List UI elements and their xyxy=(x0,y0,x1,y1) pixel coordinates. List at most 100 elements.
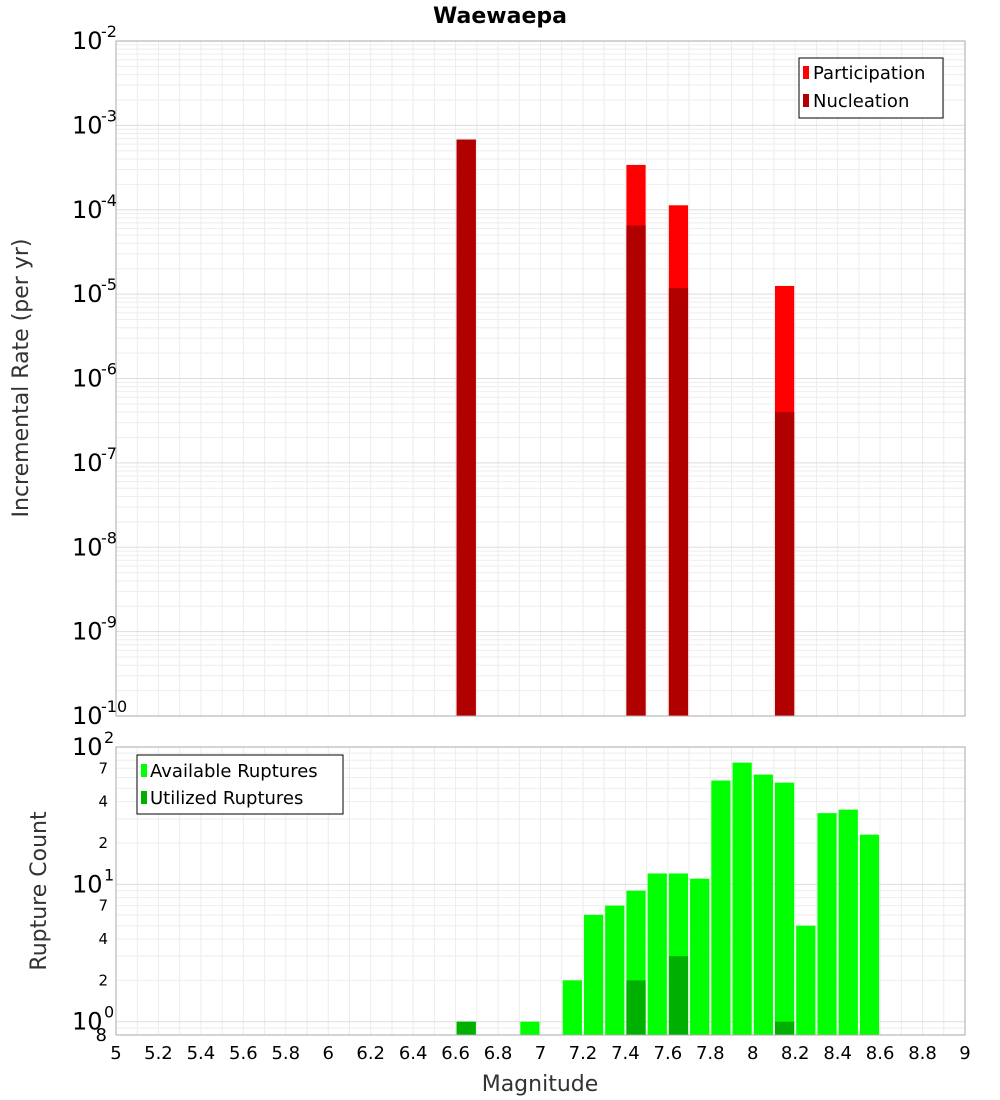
bar-available-ruptures-2 xyxy=(562,980,582,1035)
bar-utilized-ruptures-2 xyxy=(668,956,689,1035)
bar-utilized-ruptures-1 xyxy=(626,980,646,1035)
bar-utilized-ruptures-0 xyxy=(456,1021,476,1035)
bottom-y-axis-label: Rupture Count xyxy=(27,811,52,971)
top-grid xyxy=(115,40,966,717)
bottom-y-tick-exponent-0: 0 xyxy=(104,1003,114,1022)
x-tick-label-0: 5 xyxy=(110,1043,121,1064)
bottom-y-tick-label-1: 10 xyxy=(72,870,103,898)
bar-available-ruptures-1 xyxy=(520,1021,540,1035)
top-bars xyxy=(456,139,795,717)
bottom-plot-frame xyxy=(115,746,966,1036)
bottom-y-minor-label-5: 7 xyxy=(98,759,108,777)
bar-available-ruptures-13 xyxy=(796,925,816,1035)
bottom-y-tick-exponent-1: 1 xyxy=(104,865,114,884)
bottom-y-tick-exponent-2: 2 xyxy=(104,728,114,747)
bar-available-ruptures-12 xyxy=(774,782,795,1035)
bottom-y-minor-label-1: 4 xyxy=(98,930,108,948)
bottom-y-tick-label-0: 10 xyxy=(72,1008,103,1036)
top-plot-frame xyxy=(115,40,966,717)
legend-label-participation: Participation xyxy=(813,63,925,84)
top-y-tick-exponent-0: -10 xyxy=(101,697,127,716)
x-tick-label-16: 8.2 xyxy=(781,1043,810,1064)
legend-swatch-utilized-ruptures xyxy=(141,791,147,804)
x-tick-label-12: 7.4 xyxy=(611,1043,640,1064)
bar-available-ruptures-14 xyxy=(817,813,837,1035)
x-tick-label-11: 7.2 xyxy=(569,1043,598,1064)
bottom-y-minor-label-3: 2 xyxy=(98,834,108,852)
legend-label-utilized-ruptures: Utilized Ruptures xyxy=(150,788,303,809)
bottom-y-low-label: 8 xyxy=(96,1025,107,1046)
x-tick-label-18: 8.6 xyxy=(866,1043,895,1064)
x-tick-label-2: 5.4 xyxy=(187,1043,216,1064)
legend-label-nucleation: Nucleation xyxy=(813,91,909,112)
bar-available-ruptures-15 xyxy=(838,809,858,1035)
top-legend: Participation Nucleation xyxy=(798,57,944,119)
x-tick-label-5: 6 xyxy=(323,1043,334,1064)
bottom-y-tick-label-2: 10 xyxy=(72,733,103,761)
bar-available-ruptures-8 xyxy=(690,878,710,1035)
bar-available-ruptures-10 xyxy=(732,762,752,1035)
x-tick-label-19: 8.8 xyxy=(908,1043,937,1064)
x-tick-label-17: 8.4 xyxy=(823,1043,852,1064)
bar-nucleation-3 xyxy=(774,412,795,716)
x-tick-label-7: 6.4 xyxy=(399,1043,428,1064)
top-y-tick-exponent-5: -5 xyxy=(101,275,117,294)
top-y-tick-label-1: 10 xyxy=(72,618,103,646)
top-y-tick-exponent-2: -8 xyxy=(101,528,117,547)
x-tick-label-9: 6.8 xyxy=(484,1043,513,1064)
top-y-tick-exponent-7: -3 xyxy=(101,106,117,125)
x-tick-label-8: 6.6 xyxy=(441,1043,470,1064)
top-y-tick-label-8: 10 xyxy=(72,27,103,55)
bottom-legend-box xyxy=(136,754,344,815)
legend-label-available-ruptures: Available Ruptures xyxy=(150,761,318,782)
top-y-tick-label-6: 10 xyxy=(72,196,103,224)
bottom-y-minor-label-0: 2 xyxy=(98,971,108,989)
bottom-bars xyxy=(456,762,880,1035)
x-tick-label-3: 5.6 xyxy=(229,1043,258,1064)
x-tick-label-14: 7.8 xyxy=(696,1043,725,1064)
top-y-tick-exponent-1: -9 xyxy=(101,613,117,632)
x-ticks: 5 5.2 5.4 5.6 5.8 6 6.2 6.4 6.6 6.8 7 7.2 7.4 7.6 7.8 8… xyxy=(110,1043,970,1064)
top-legend-box xyxy=(798,57,944,119)
top-y-tick-label-7: 10 xyxy=(72,111,103,139)
chart-title: Waewaepa xyxy=(433,4,567,29)
bottom-legend: Available Ruptures Utilized Ruptures xyxy=(136,754,344,815)
top-y-tick-exponent-3: -7 xyxy=(101,444,117,463)
bar-available-ruptures-11 xyxy=(753,774,773,1035)
top-y-tick-label-4: 10 xyxy=(72,365,103,393)
bar-nucleation-2 xyxy=(668,288,689,716)
top-y-tick-exponent-4: -6 xyxy=(101,360,117,379)
bar-available-ruptures-16 xyxy=(859,834,880,1035)
bottom-y-minor-label-2: 7 xyxy=(98,897,108,915)
x-tick-label-4: 5.8 xyxy=(271,1043,300,1064)
bar-available-ruptures-4 xyxy=(605,905,625,1035)
top-y-tick-exponent-6: -4 xyxy=(101,191,117,210)
bar-available-ruptures-3 xyxy=(583,914,604,1035)
x-tick-label-15: 8 xyxy=(747,1043,758,1064)
top-y-tick-label-2: 10 xyxy=(72,533,103,561)
bar-available-ruptures-6 xyxy=(647,873,667,1035)
x-tick-label-10: 7 xyxy=(535,1043,546,1064)
bar-utilized-ruptures-3 xyxy=(774,1021,795,1035)
top-y-tick-exponent-8: -2 xyxy=(101,22,117,41)
x-tick-label-13: 7.6 xyxy=(654,1043,683,1064)
bar-nucleation-1 xyxy=(626,225,646,716)
legend-swatch-participation xyxy=(803,66,809,79)
x-tick-label-1: 5.2 xyxy=(144,1043,173,1064)
top-y-axis-label: Incremental Rate (per yr) xyxy=(9,239,34,518)
top-y-tick-label-3: 10 xyxy=(72,449,103,477)
x-axis-label: Magnitude xyxy=(482,1072,599,1097)
x-tick-label-6: 6.2 xyxy=(356,1043,385,1064)
top-y-tick-label-5: 10 xyxy=(72,280,103,308)
x-tick-label-20: 9 xyxy=(959,1043,970,1064)
bar-available-ruptures-9 xyxy=(711,780,731,1035)
legend-swatch-nucleation xyxy=(803,94,809,107)
legend-swatch-available-ruptures xyxy=(141,764,147,777)
top-y-tick-label-0: 10 xyxy=(72,702,103,730)
bottom-y-minor-label-4: 4 xyxy=(98,793,108,811)
bar-nucleation-0 xyxy=(456,139,476,716)
